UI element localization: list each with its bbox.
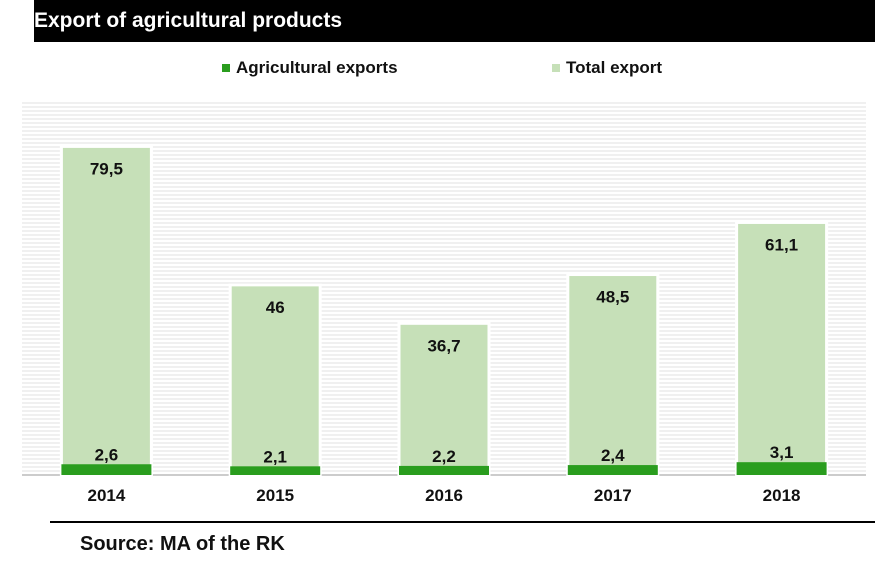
- x-tick-label-2016: 2016: [425, 486, 463, 505]
- bar-total-2014: [59, 144, 153, 477]
- legend: Agricultural exports Total export: [0, 58, 890, 80]
- bar-agricultural-2017: [567, 465, 658, 475]
- x-tick-label-2014: 2014: [87, 486, 125, 505]
- bar-agricultural-2015: [230, 466, 321, 475]
- data-label-agricultural-2018: 3,1: [770, 443, 794, 462]
- bar-agricultural-2018: [736, 462, 827, 475]
- bar-total-2016: [397, 321, 491, 477]
- source-note: Source: MA of the RK: [80, 533, 285, 555]
- data-label-total-2016: 36,7: [427, 336, 460, 355]
- data-label-total-2017: 48,5: [596, 288, 629, 307]
- data-label-total-2014: 79,5: [90, 159, 123, 178]
- legend-label-total: Total export: [566, 58, 663, 77]
- data-label-agricultural-2015: 2,1: [263, 447, 287, 466]
- title-bar: [34, 0, 875, 42]
- bar-agricultural-2016: [399, 465, 489, 475]
- legend-label-agricultural: Agricultural exports: [236, 58, 398, 77]
- footer-divider: [50, 521, 875, 523]
- chart-title: Export of agricultural products: [34, 9, 343, 32]
- x-tick-label-2018: 2018: [763, 486, 801, 505]
- data-label-total-2018: 61,1: [765, 235, 798, 254]
- bar-agricultural-2014: [61, 464, 152, 475]
- legend-item-total: Total export: [552, 58, 662, 78]
- x-tick-label-2015: 2015: [256, 486, 294, 505]
- data-label-total-2015: 46: [266, 298, 285, 317]
- legend-swatch-total: [552, 64, 560, 72]
- bar-total-2018: [735, 220, 829, 477]
- legend-swatch-agricultural: [222, 64, 230, 72]
- data-label-agricultural-2014: 2,6: [95, 445, 119, 464]
- data-label-agricultural-2017: 2,4: [601, 446, 625, 465]
- data-label-agricultural-2016: 2,2: [432, 447, 456, 466]
- legend-item-agricultural: Agricultural exports: [222, 58, 398, 78]
- bar-total-2017: [566, 273, 660, 477]
- x-tick-label-2017: 2017: [594, 486, 632, 505]
- bar-total-2015: [228, 283, 322, 477]
